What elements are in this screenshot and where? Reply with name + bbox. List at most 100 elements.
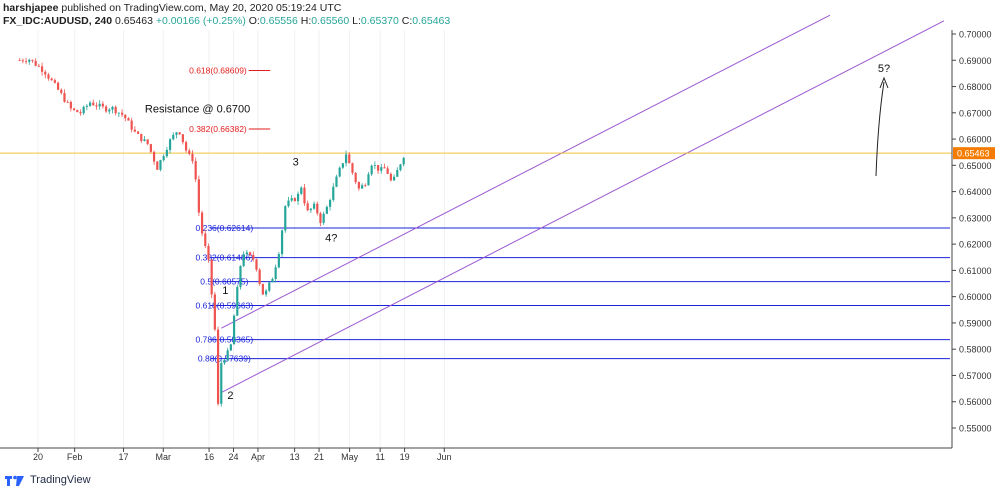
- price-tick-label: 0.60000: [959, 292, 992, 302]
- low-label: L:: [352, 15, 361, 27]
- candle-body: [341, 163, 344, 168]
- candle-body: [162, 156, 165, 161]
- candle-body: [280, 230, 284, 255]
- symbol-label: FX_IDC:AUDUSD, 240: [3, 15, 113, 27]
- price-tick-label: 0.66000: [959, 135, 992, 145]
- candle-body: [191, 153, 194, 162]
- time-tick-label: 20: [33, 452, 43, 462]
- candle-body: [396, 170, 399, 177]
- candle-body: [380, 167, 383, 171]
- fib-retracement-label: 0.786(0.58365): [196, 335, 254, 345]
- tradingview-logo-icon: [5, 475, 24, 486]
- candle-body: [296, 193, 300, 202]
- candle-body: [236, 287, 239, 316]
- candle-body: [204, 233, 207, 247]
- candle-body: [168, 139, 172, 150]
- open-value: 0.65556: [259, 15, 298, 27]
- time-tick-label: 24: [229, 452, 239, 462]
- time-tick-label: Apr: [251, 452, 265, 462]
- channel-lower-line: [221, 20, 945, 393]
- fib-extension-label: 0.382(0.66382): [189, 124, 247, 134]
- price-tick-label: 0.68000: [959, 82, 992, 92]
- candle-body: [402, 157, 405, 165]
- candle-body: [258, 269, 261, 284]
- candle-body: [370, 165, 373, 175]
- time-tick-label: 19: [400, 452, 410, 462]
- channel-upper-line: [221, 14, 831, 329]
- time-tick-label: 11: [375, 452, 384, 462]
- candle-body: [245, 252, 248, 255]
- publisher-name[interactable]: harshjapee: [3, 2, 59, 14]
- candle-body: [188, 150, 191, 154]
- candle-body: [348, 154, 351, 164]
- candle-body: [111, 106, 114, 110]
- chart-header: harshjapee published on TradingView.com,…: [3, 2, 993, 28]
- wave-4-label: 4?: [325, 233, 337, 245]
- time-tick-label: Jun: [437, 452, 452, 462]
- candle-body: [319, 213, 322, 223]
- price-tick-label: 0.63000: [959, 213, 992, 223]
- chart-axes: 0.70000 0.69000 0.68000 0.67000 0.66000 0.650…: [0, 30, 992, 462]
- candle-body: [130, 120, 133, 130]
- tradingview-brand[interactable]: TradingView: [30, 474, 91, 486]
- publisher-line: harshjapee published on TradingView.com,…: [3, 2, 993, 15]
- wave-5-projection-arrow: [875, 81, 885, 177]
- candle-body: [178, 132, 181, 135]
- candle-body: [364, 185, 367, 187]
- time-tick-label: Mar: [156, 452, 172, 462]
- candle-body: [47, 74, 50, 79]
- candle-body: [354, 172, 357, 183]
- candle-body: [338, 167, 341, 177]
- candle-body: [66, 101, 69, 103]
- candle-body: [303, 187, 306, 204]
- last-price: 0.65463: [115, 15, 153, 27]
- price-tick-label: 0.61000: [959, 266, 992, 276]
- candle-body: [239, 265, 242, 288]
- candle-body: [284, 206, 287, 231]
- candle-body: [216, 329, 220, 404]
- low-value: 0.65370: [360, 15, 399, 27]
- candle-body: [332, 186, 335, 200]
- candle-body: [69, 102, 72, 109]
- candle-body: [108, 109, 111, 112]
- price-tick-label: 0.56000: [959, 397, 992, 407]
- trend-channel: [221, 14, 945, 393]
- fib-extension-label: 0.618(0.68609): [189, 66, 247, 76]
- high-value: 0.65560: [311, 15, 350, 27]
- price-tick-label: 0.64000: [959, 187, 992, 197]
- candle-body: [360, 185, 364, 189]
- symbol-line: FX_IDC:AUDUSD, 240 0.65463 +0.00166 (+0.…: [3, 15, 993, 28]
- fib-retracement-label: 0.236(0.62614): [196, 223, 254, 233]
- wave-2-label: 2: [227, 390, 233, 402]
- price-tick-label: 0.62000: [959, 240, 992, 250]
- candle-body: [207, 246, 210, 260]
- candle-body: [373, 165, 376, 166]
- candle-body: [172, 134, 175, 140]
- candle-body: [165, 149, 168, 157]
- candle-body: [386, 168, 389, 174]
- candle-body: [328, 199, 332, 207]
- candle-body: [357, 182, 360, 189]
- candle-body: [383, 167, 386, 169]
- high-label: H:: [300, 15, 312, 27]
- candle-body: [200, 212, 204, 234]
- candle-body: [34, 60, 37, 66]
- candle-body: [255, 259, 258, 270]
- fib-retracement-label: 0.5(0.60575): [200, 277, 248, 287]
- candle-body: [316, 203, 319, 214]
- candle-body: [367, 174, 370, 186]
- price-tick-label: 0.69000: [959, 56, 992, 66]
- candle-body: [392, 176, 396, 181]
- price-chart[interactable]: 0.236(0.62614) 0.382(0.61486) 0.5(0.60575)…: [0, 0, 1000, 470]
- candle-body: [242, 254, 245, 266]
- published-text: published on TradingView.com, May 20, 20…: [61, 2, 342, 14]
- candle-body: [159, 160, 162, 170]
- price-tick-label: 0.57000: [959, 371, 992, 381]
- candle-body: [50, 78, 53, 81]
- candle-body: [101, 103, 104, 107]
- resistance-annotation: Resistance @ 0.6700: [145, 104, 250, 116]
- fib-retracement-label: 0.618(0.59663): [196, 301, 254, 311]
- candle-body: [322, 213, 325, 223]
- candle-body: [226, 350, 229, 361]
- candle-body: [40, 66, 44, 72]
